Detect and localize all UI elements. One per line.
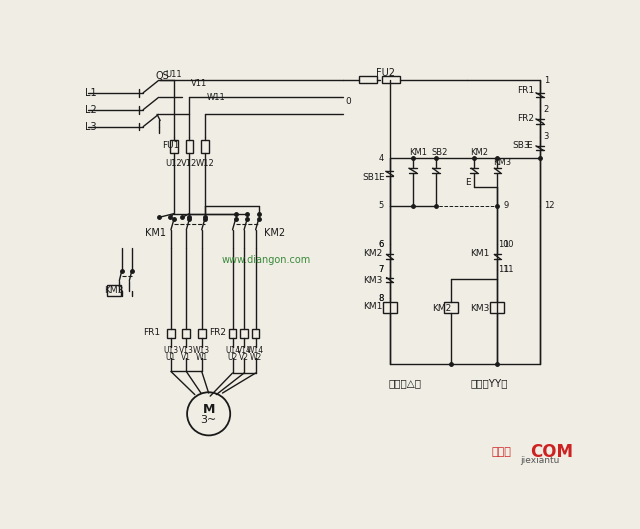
Text: W14: W14	[247, 346, 264, 355]
Bar	[170, 141, 178, 153]
Text: E: E	[526, 141, 531, 150]
Text: V2: V2	[239, 353, 249, 362]
Text: KM3: KM3	[493, 158, 511, 167]
Text: W12: W12	[195, 159, 214, 168]
Text: U2: U2	[227, 353, 237, 362]
Text: KM1: KM1	[145, 228, 166, 238]
Text: 11: 11	[499, 266, 509, 275]
Text: KM3: KM3	[363, 276, 382, 285]
Text: E: E	[378, 173, 383, 182]
Bar	[359, 76, 378, 83]
Bar	[383, 302, 397, 313]
Text: FR1: FR1	[516, 86, 534, 95]
Bar	[444, 302, 458, 313]
Text: 高速（YY）: 高速（YY）	[471, 378, 508, 388]
Text: FR1: FR1	[143, 329, 161, 338]
Text: L1: L1	[86, 88, 97, 98]
Text: 7: 7	[378, 266, 383, 275]
Text: L3: L3	[86, 122, 97, 132]
Text: KM1: KM1	[363, 302, 382, 311]
Text: W11: W11	[207, 93, 226, 102]
Text: 9: 9	[504, 202, 509, 211]
Text: 3: 3	[543, 132, 549, 141]
Text: U13: U13	[163, 346, 179, 355]
Text: 4: 4	[378, 154, 383, 163]
Text: E: E	[465, 178, 470, 187]
Text: jiexiantu: jiexiantu	[520, 455, 560, 464]
Text: KM2: KM2	[432, 304, 451, 313]
Text: 5: 5	[378, 202, 383, 211]
Bar	[186, 141, 193, 153]
Text: KM2: KM2	[363, 249, 382, 258]
Bar	[490, 302, 504, 313]
Text: W2: W2	[250, 353, 262, 362]
Text: 7: 7	[378, 266, 383, 275]
Text: U12: U12	[166, 159, 182, 168]
Text: L2: L2	[86, 105, 97, 115]
Text: KM3: KM3	[104, 286, 124, 295]
Text: COM: COM	[530, 443, 573, 461]
Text: U1: U1	[166, 353, 176, 362]
Text: www.diangon.com: www.diangon.com	[222, 255, 311, 265]
Text: 8: 8	[378, 294, 383, 303]
Text: U14: U14	[225, 346, 240, 355]
Bar	[252, 329, 259, 339]
Text: FU2: FU2	[376, 68, 396, 78]
Text: V13: V13	[179, 346, 194, 355]
Bar	[240, 329, 248, 339]
Bar	[198, 329, 205, 339]
Text: FR2: FR2	[209, 329, 226, 338]
Text: 1: 1	[543, 76, 549, 85]
Text: 8: 8	[378, 294, 383, 303]
Bar	[167, 329, 175, 339]
Text: KM2: KM2	[470, 148, 488, 157]
Text: 10: 10	[499, 240, 509, 249]
Text: M: M	[202, 404, 215, 416]
Text: QS: QS	[156, 71, 170, 81]
Text: U11: U11	[166, 70, 182, 79]
Text: KM1: KM1	[409, 148, 427, 157]
Text: W13: W13	[193, 346, 211, 355]
Text: V11: V11	[191, 79, 207, 88]
Bar	[107, 285, 121, 296]
Text: SB2: SB2	[432, 148, 449, 157]
Text: 10: 10	[504, 240, 514, 249]
Text: SB3: SB3	[513, 141, 531, 150]
Text: KM1: KM1	[470, 249, 490, 258]
Text: SB1: SB1	[363, 173, 380, 182]
Text: FU1: FU1	[163, 141, 180, 150]
Text: 3~: 3~	[200, 415, 217, 425]
Text: KM3: KM3	[470, 304, 490, 313]
Text: W1: W1	[196, 353, 208, 362]
Bar	[228, 329, 236, 339]
Text: 0: 0	[345, 97, 351, 106]
Text: 6: 6	[378, 240, 383, 249]
Text: 6: 6	[378, 240, 383, 249]
Text: FR2: FR2	[516, 114, 534, 123]
Text: 2: 2	[543, 105, 549, 114]
Text: V14: V14	[237, 346, 252, 355]
Bar	[182, 329, 190, 339]
Text: 低速（△）: 低速（△）	[388, 378, 422, 388]
Text: 接线图: 接线图	[492, 448, 511, 458]
Bar	[382, 76, 401, 83]
Text: 12: 12	[543, 202, 554, 211]
Text: KM2: KM2	[264, 228, 285, 238]
Bar	[201, 141, 209, 153]
Text: V1: V1	[181, 353, 191, 362]
Text: V12: V12	[181, 159, 198, 168]
Text: 11: 11	[504, 266, 514, 275]
